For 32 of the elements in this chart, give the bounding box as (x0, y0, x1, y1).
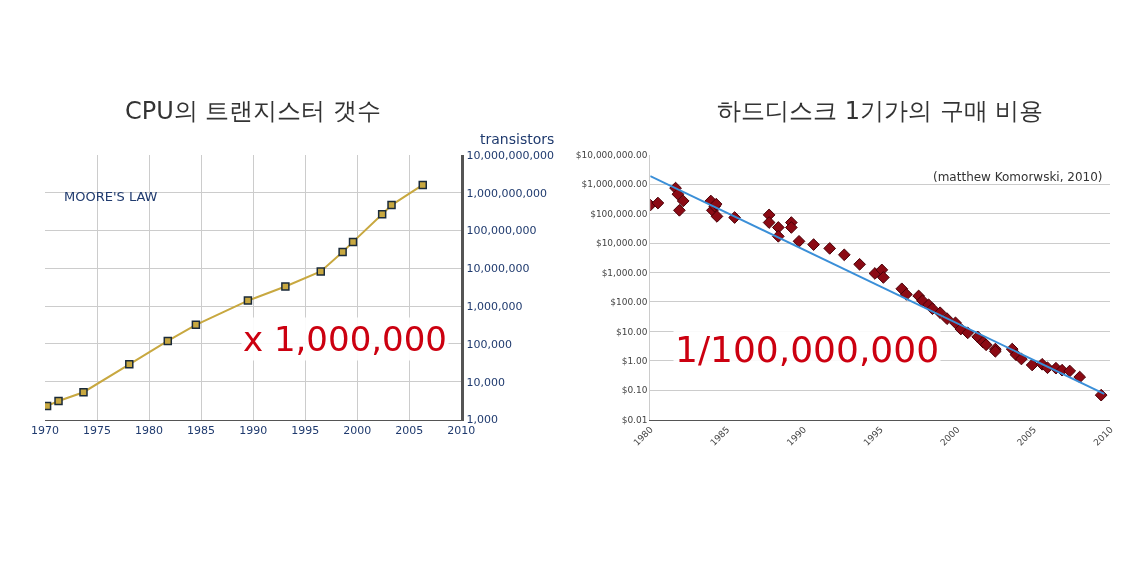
y-tick-label: 10,000 (466, 375, 505, 389)
y-tick-label: $1.00 (621, 355, 648, 366)
y-tick-label: 100,000,000 (466, 224, 537, 238)
y-tick-label: 1,000,000 (466, 300, 523, 313)
y-tick-label: 1,000,000,000 (466, 186, 547, 200)
y-tick-label: $100,000.00 (590, 208, 648, 219)
y-tick-label: $10.00 (615, 326, 648, 337)
y-tick-label: $0.01 (621, 414, 648, 425)
x-tick-label: 1985 (187, 423, 216, 437)
annotation: 1/100,000,000 (675, 329, 940, 370)
x-tick-label: 1975 (83, 423, 112, 437)
annotation: MOORE'S LAW (64, 189, 158, 204)
y-tick-label: 10,000,000 (466, 262, 530, 276)
chart-title: CPU의 트랜지스터 갯수 (125, 97, 382, 125)
x-tick-label: 2005 (395, 423, 424, 437)
x-tick-label: 1980 (135, 423, 164, 437)
y-tick-label: $10,000.00 (595, 238, 648, 249)
y-tick-label: 100,000 (466, 337, 512, 351)
x-tick-label: 1995 (291, 423, 320, 437)
annotation: x 1,000,000 (243, 319, 447, 359)
y-tick-label: 10,000,000,000 (466, 148, 554, 162)
y-tick-label: $1,000,000.00 (581, 179, 648, 190)
x-tick-label: 1990 (239, 423, 268, 437)
x-tick-label: 2000 (343, 423, 372, 437)
y-axis-title: transistors (480, 131, 555, 147)
y-tick-label: $0.10 (621, 385, 648, 396)
chart-title: 하드디스크 1기가의 구매 비용 (717, 97, 1044, 125)
annotation: (matthew Komorwski, 2010) (933, 170, 1103, 184)
y-tick-label: $10,000,000.00 (575, 149, 648, 160)
x-tick-label: 1970 (31, 423, 59, 437)
y-tick-label: $1,000.00 (601, 267, 648, 278)
y-tick-label: $100.00 (610, 297, 648, 308)
